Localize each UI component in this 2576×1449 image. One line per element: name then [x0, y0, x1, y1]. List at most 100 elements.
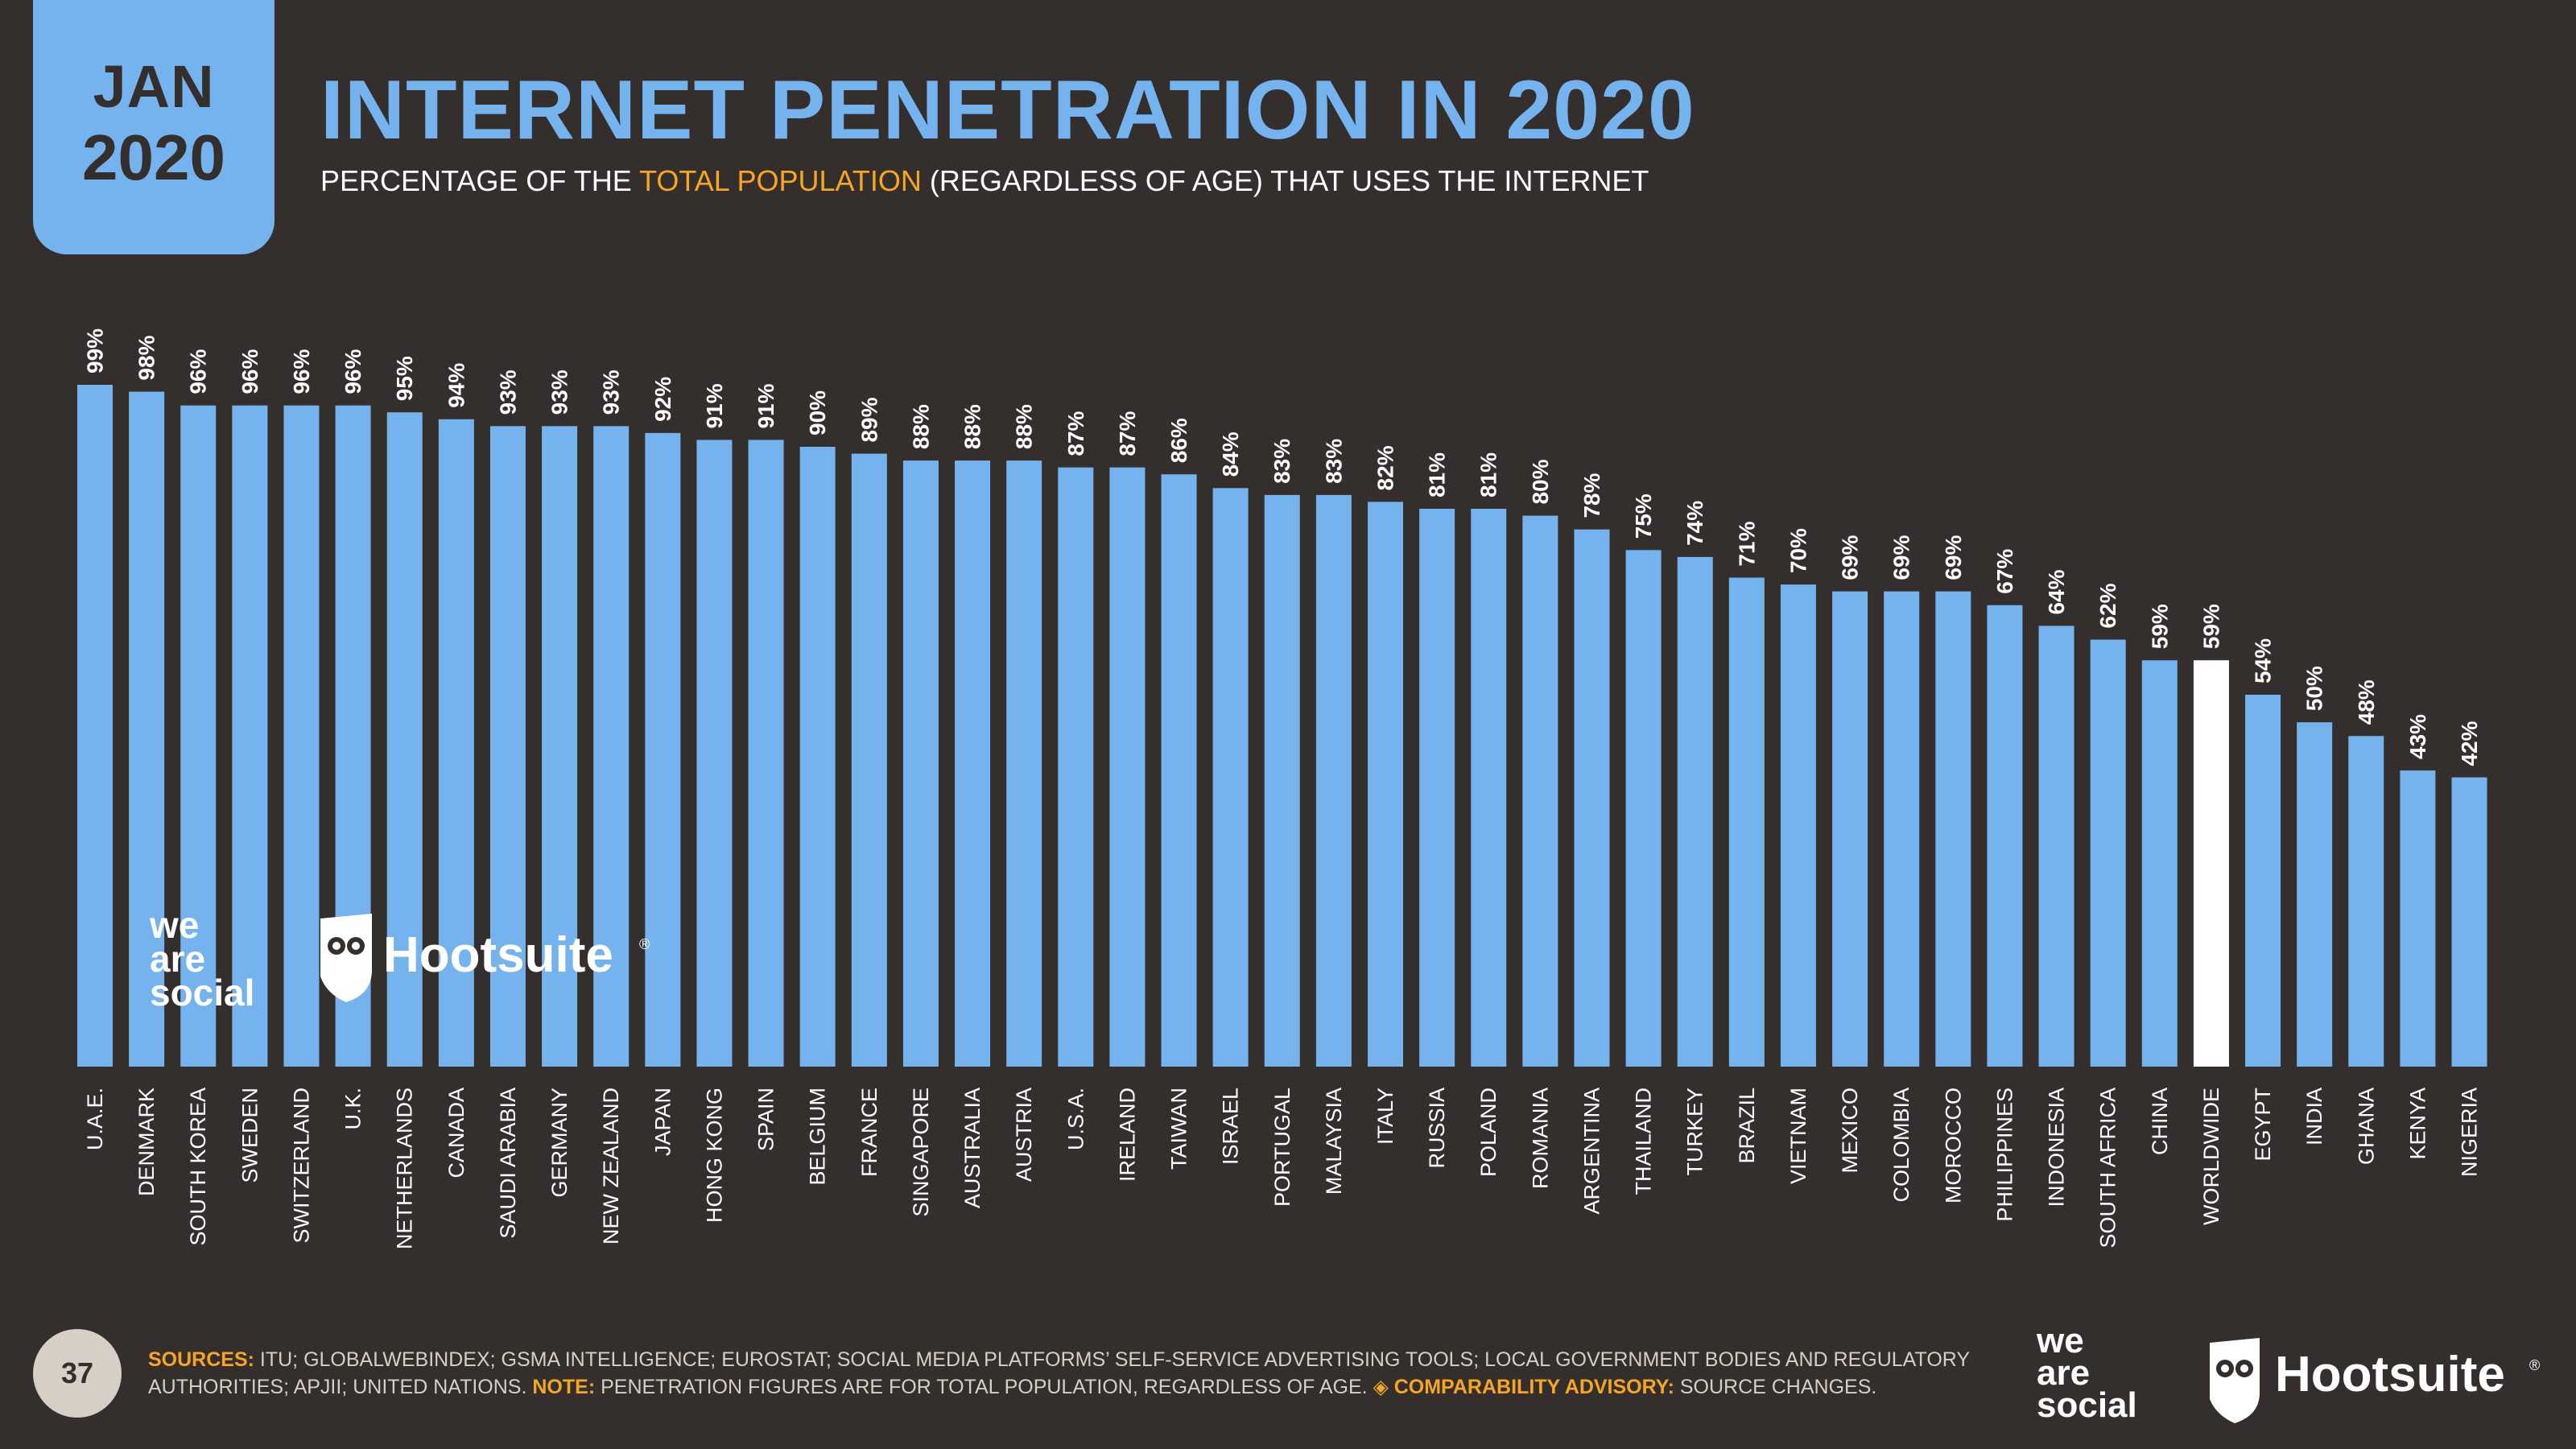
category-label: GHANA [2354, 1088, 2378, 1165]
bar-morocco [1935, 591, 1971, 1067]
bar-italy [1368, 502, 1403, 1067]
category-label: POLAND [1476, 1088, 1501, 1177]
category-label: MALAYSIA [1322, 1088, 1346, 1195]
footer-logo-we: we [2037, 1321, 2084, 1360]
bar-vietnam [1780, 584, 1816, 1067]
value-label: 96% [237, 349, 262, 394]
category-label: CHINA [2148, 1088, 2172, 1155]
value-label: 81% [1425, 452, 1450, 497]
category-label: INDONESIA [2045, 1088, 2069, 1208]
logo-registered: ® [639, 936, 650, 952]
category-label: GERMANY [547, 1088, 572, 1198]
bar-kenya [2400, 770, 2436, 1067]
value-label: 87% [1115, 411, 1140, 456]
category-label: NETHERLANDS [393, 1088, 417, 1249]
category-label: PHILIPPINES [1992, 1088, 2017, 1222]
brand-logos-inchart: we are social Hootsuite ® [150, 906, 650, 1013]
category-label: ARGENTINA [1579, 1088, 1604, 1215]
category-label: BRAZIL [1735, 1088, 1759, 1164]
value-label: 74% [1682, 501, 1707, 546]
bar-singapore [902, 460, 939, 1067]
bar-china [2141, 660, 2178, 1067]
category-label: TURKEY [1683, 1088, 1707, 1176]
category-label: U.S.A. [1063, 1088, 1088, 1150]
date-badge: JAN 2020 [33, 0, 275, 254]
category-label: MOROCCO [1941, 1088, 1965, 1203]
value-label: 70% [1785, 528, 1810, 573]
bar-canada [438, 419, 474, 1067]
bar-worldwide [2193, 660, 2229, 1067]
bar-switzerland [283, 405, 320, 1067]
value-label: 88% [908, 404, 933, 449]
footer-logo-social: social [2037, 1385, 2137, 1425]
category-label: SWEDEN [237, 1088, 262, 1183]
note-label: NOTE: [532, 1376, 596, 1398]
value-label: 96% [289, 349, 314, 394]
bar-israel [1212, 488, 1249, 1067]
bar-denmark [129, 391, 165, 1067]
bar-germany [542, 426, 578, 1067]
category-label: INDIA [2302, 1088, 2326, 1146]
category-label: EGYPT [2251, 1088, 2275, 1162]
value-label: 95% [392, 356, 417, 401]
bar-india [2297, 722, 2333, 1067]
value-label: 87% [1063, 411, 1088, 456]
value-label: 83% [1269, 439, 1294, 484]
badge-month: JAN [93, 53, 215, 121]
value-label: 93% [495, 369, 520, 415]
value-label: 88% [1012, 404, 1037, 449]
bar-ireland [1109, 467, 1146, 1067]
bar-colombia [1884, 591, 1920, 1067]
subtitle-post: (REGARDLESS OF AGE) THAT USES THE INTERN… [921, 164, 1649, 197]
bar-belgium [799, 447, 836, 1067]
value-label: 67% [1992, 549, 2017, 594]
value-label: 91% [753, 383, 778, 428]
value-label: 96% [186, 349, 211, 394]
value-label: 93% [547, 369, 572, 415]
category-label: FRANCE [857, 1088, 881, 1177]
category-label: COLOMBIA [1889, 1088, 1913, 1203]
value-label: 81% [1476, 452, 1501, 497]
bar-taiwan [1161, 474, 1197, 1067]
category-label: WORLDWIDE [2199, 1088, 2223, 1225]
value-label: 43% [2405, 714, 2430, 759]
bar-turkey [1677, 556, 1713, 1067]
bar-malaysia [1315, 494, 1352, 1067]
bar-nigeria [2451, 777, 2487, 1067]
value-label: 80% [1528, 459, 1553, 504]
value-label: 75% [1631, 493, 1656, 539]
value-label: 88% [960, 404, 985, 449]
page-number: 37 [33, 1329, 122, 1418]
bar-argentina [1574, 529, 1610, 1067]
bar-egypt [2245, 695, 2281, 1067]
category-label: U.A.E. [83, 1088, 107, 1150]
value-label: 71% [1734, 521, 1759, 566]
bar-romania [1522, 515, 1558, 1067]
category-label: SOUTH AFRICA [2096, 1088, 2120, 1249]
footer-logo-hootsuite: Hootsuite [2275, 1347, 2505, 1402]
page-title: INTERNET PENETRATION IN 2020 [320, 64, 1695, 157]
category-label: SAUDI ARABIA [496, 1088, 520, 1239]
category-label: IRELAND [1115, 1088, 1139, 1182]
value-label: 69% [1941, 535, 1966, 580]
bar-poland [1471, 509, 1507, 1067]
category-label: ITALY [1373, 1088, 1397, 1145]
value-label: 82% [1373, 445, 1398, 490]
value-label: 93% [599, 369, 624, 415]
category-label: JAPAN [650, 1088, 675, 1156]
value-label: 91% [702, 383, 727, 428]
sources-text: ITU; GLOBALWEBINDEX; GSMA INTELLIGENCE; … [148, 1348, 1970, 1398]
note-text: PENETRATION FIGURES ARE FOR TOTAL POPULA… [595, 1376, 1373, 1398]
logo-hootsuite: Hootsuite [383, 927, 613, 983]
category-label: TAIWAN [1167, 1088, 1191, 1170]
footer-hootsuite-owl-icon [2210, 1338, 2260, 1423]
category-label: HONG KONG [702, 1088, 726, 1223]
category-label: AUSTRIA [1012, 1088, 1036, 1182]
value-label: 69% [1889, 535, 1914, 580]
we-are-social-logo: we are social [150, 906, 254, 1013]
logo-we: we [150, 906, 199, 946]
value-label: 48% [2354, 679, 2379, 724]
badge-year: 2020 [82, 121, 225, 193]
subtitle-highlight: TOTAL POPULATION [639, 164, 922, 197]
